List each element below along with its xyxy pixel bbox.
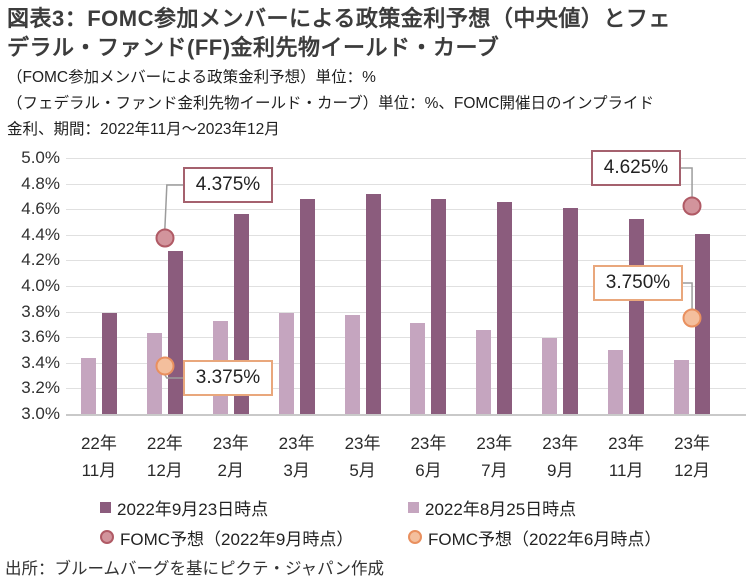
- fomc-forecast-marker: [682, 196, 702, 216]
- fomc-forecast-marker: [682, 308, 702, 328]
- x-category-label: 23年 12月: [674, 434, 710, 480]
- figure-title-line2: デラル・ファンド(FF)金利先物イールド・カーブ: [7, 35, 500, 60]
- x-category-label: 22年 11月: [80, 434, 117, 480]
- y-tick-label: 4.6%: [21, 199, 60, 219]
- bar-dark: [431, 198, 447, 414]
- bar-light: [410, 323, 426, 414]
- y-tick-label: 4.2%: [21, 250, 60, 270]
- figure-subtitle: （FOMC参加メンバーによる政策金利予想）単位：% （フェデラル・ファンド金利先…: [7, 65, 654, 143]
- gridline: [66, 286, 746, 287]
- legend-item: FOMC予想（2022年9月時点）: [100, 526, 354, 549]
- bar-dark: [497, 201, 513, 414]
- bar-light: [476, 329, 492, 414]
- legend-circle-swatch: [100, 530, 114, 544]
- bar-dark: [299, 198, 315, 414]
- x-category-label: 22年 12月: [146, 434, 183, 480]
- gridline: [66, 158, 746, 159]
- subtitle-line2: （フェデラル・ファンド金利先物イールド・カーブ）単位：%、FOMC開催日のインプ…: [7, 95, 655, 112]
- legend-item: 2022年9月23日時点: [100, 496, 269, 519]
- bar-dark: [101, 312, 117, 414]
- callout-box: 4.625%: [591, 150, 681, 186]
- bar-chart: 3.0% 3.2% 3.4% 3.6% 3.8% 4.0% 4.2% 4.4% 4.6% 4.8%…: [0, 148, 751, 488]
- gridline: [66, 260, 746, 262]
- figure-title-line1: 図表3：FOMC参加メンバーによる政策金利予想（中央値）とフェ: [7, 6, 671, 31]
- subtitle-line3: 金利、期間：2022年11月～2023年12月: [7, 121, 280, 138]
- callout-box: 4.375%: [183, 167, 273, 203]
- bar-dark: [695, 233, 711, 414]
- y-tick-label: 4.8%: [21, 173, 60, 193]
- legend-label: 2022年9月23日時点: [117, 499, 269, 519]
- bar-dark: [167, 251, 183, 414]
- x-category-label: 23年 6月: [410, 434, 447, 480]
- legend-item: FOMC予想（2022年6月時点）: [408, 526, 662, 549]
- bar-light: [278, 312, 294, 414]
- x-category-label: 23年 5月: [344, 434, 381, 480]
- x-category-label: 23年 2月: [212, 434, 249, 480]
- legend-circle-swatch: [408, 530, 422, 544]
- bar-light: [80, 357, 96, 414]
- y-tick-label: 3.6%: [21, 327, 60, 347]
- x-category-label: 23年 11月: [608, 434, 645, 480]
- legend-item: 2022年8月25日時点: [408, 496, 577, 519]
- x-category-label: 23年 7月: [476, 434, 513, 480]
- gridline: [66, 311, 746, 313]
- gridline: [66, 337, 746, 339]
- bar-light: [344, 315, 360, 414]
- y-tick-label: 5.0%: [21, 148, 60, 167]
- bar-dark: [629, 219, 645, 414]
- legend-label: FOMC予想（2022年6月時点）: [428, 529, 662, 549]
- bar-dark: [563, 207, 579, 414]
- fomc-forecast-marker: [155, 228, 175, 248]
- legend-label: 2022年8月25日時点: [425, 499, 577, 519]
- y-tick-label: 3.4%: [21, 352, 60, 372]
- legend-label: FOMC予想（2022年9月時点）: [120, 529, 354, 549]
- legend-square-swatch: [408, 501, 419, 513]
- gridline: [66, 362, 746, 364]
- x-axis-baseline: [66, 414, 746, 416]
- gridline: [66, 388, 746, 390]
- y-tick-label: 4.0%: [21, 276, 60, 295]
- callout-box: 3.750%: [593, 265, 683, 301]
- x-category-label: 23年 3月: [278, 434, 315, 480]
- callout-box: 3.375%: [183, 360, 273, 396]
- x-category-label: 23年 9月: [542, 434, 579, 480]
- y-tick-label: 3.8%: [21, 301, 60, 321]
- chart-legend: 2022年9月23日時点 2022年8月25日時点 FOMC予想（2022年9月時点…: [0, 488, 751, 552]
- gridline: [66, 209, 746, 211]
- bar-light: [674, 360, 690, 414]
- bar-light: [146, 333, 162, 414]
- y-tick-label: 3.0%: [21, 404, 60, 423]
- bar-light: [542, 338, 558, 414]
- callout-connector: [164, 184, 183, 230]
- callout-connector: [681, 167, 693, 197]
- source-note: 出所：ブルームバーグを基にピクテ・ジャパン作成: [5, 560, 385, 578]
- gridline: [66, 183, 746, 185]
- bar-light: [608, 350, 624, 414]
- y-tick-label: 3.2%: [21, 378, 60, 398]
- legend-square-swatch: [100, 501, 111, 513]
- fomc-forecast-marker: [155, 356, 175, 376]
- figure-title: 図表3：FOMC参加メンバーによる政策金利予想（中央値）とフェ デラル・ファンド…: [7, 4, 751, 62]
- gridline: [66, 234, 746, 236]
- y-tick-label: 4.4%: [21, 224, 60, 244]
- bar-dark: [365, 193, 381, 414]
- subtitle-line1: （FOMC参加メンバーによる政策金利予想）単位：%: [7, 69, 376, 86]
